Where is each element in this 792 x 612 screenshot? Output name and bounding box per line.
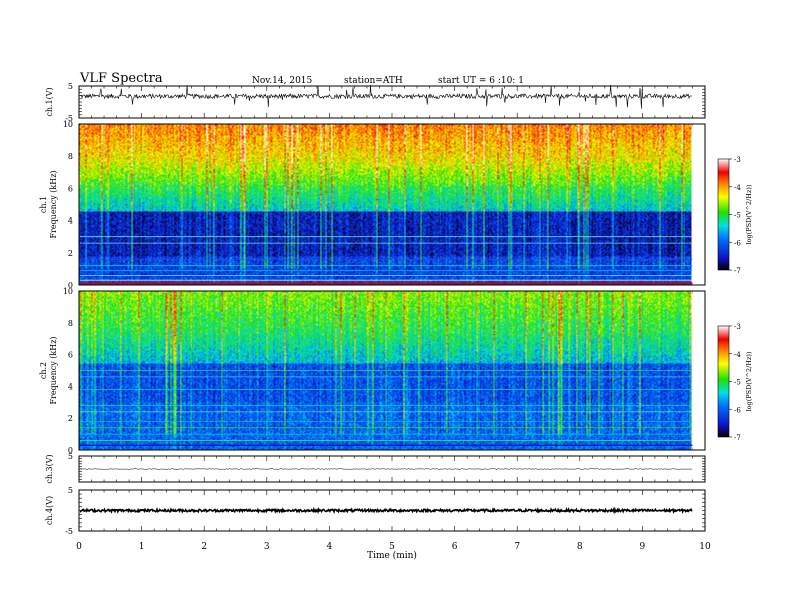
colorbar1-tick-label: -3 <box>734 156 741 164</box>
ch4-ytick-label: -5 <box>65 527 73 536</box>
ch4-ytick-label: 5 <box>68 486 73 495</box>
spec1-ytick-label: 10 <box>63 120 73 129</box>
ch3-waveform-panel: 5 ch.3(V) <box>45 452 706 484</box>
colorbar1-tick-label: -5 <box>734 212 741 220</box>
time-tick-label: 2 <box>201 542 207 552</box>
spec1-ytick-label: 2 <box>68 249 73 258</box>
spec1-ytick-label: 6 <box>68 184 73 193</box>
colorbar2-label: log(PSD(V^2/Hz)) <box>745 351 753 411</box>
date-label: Nov.14, 2015 <box>252 76 313 86</box>
time-tick-label: 8 <box>577 542 583 552</box>
colorbar-2: -3 -4 -5 -6 -7 log(PSD(V^2/Hz)) <box>717 323 753 442</box>
colorbar1-bar <box>717 158 730 271</box>
colorbar1-tick-label: -7 <box>734 267 741 275</box>
colorbar2-tick-label: -3 <box>734 323 741 331</box>
start-time-label: start UT = 6 :10: 1 <box>438 76 524 86</box>
time-tick-label: 10 <box>699 542 711 552</box>
ch1-waveform-panel: 5 -5 ch.1(V) <box>45 82 706 123</box>
spec2-ytick-label: 2 <box>68 414 73 423</box>
time-tick-label: 6 <box>452 542 458 552</box>
time-axis: 0 1 2 3 4 5 6 7 8 9 10 Time (min) <box>76 542 711 561</box>
spec2-ytick-label: 6 <box>68 351 73 360</box>
ch1-ylabel: ch.1(V) <box>45 87 54 116</box>
colorbar2-tick-label: -4 <box>734 351 741 359</box>
spec2-ytick-label: 8 <box>68 319 73 328</box>
spec2-nodata <box>692 291 705 450</box>
ch4-trace <box>79 506 693 515</box>
ch1-ytick-label: -5 <box>65 114 73 123</box>
colorbar2-tick-label: -5 <box>734 379 741 387</box>
time-axis-label: Time (min) <box>367 550 417 561</box>
spec1-ytick-label: 0 <box>68 281 73 290</box>
ch1-trace <box>79 84 692 109</box>
ch2-spectrogram-panel: 0 2 4 6 8 10 ch.2 Frequency (kHz) <box>39 287 706 455</box>
time-tick-label: 1 <box>139 542 145 552</box>
spec2-channel-label: ch.2 <box>39 362 48 379</box>
spec2-ytick-label: 10 <box>63 287 73 296</box>
colorbar1-tick-label: -4 <box>734 184 741 192</box>
station-label: station=ATH <box>344 76 403 86</box>
spec2-ytick-label: 0 <box>68 446 73 455</box>
ch1-spectrogram-panel: 0 2 4 6 8 10 ch.1 Frequency (kHz) <box>39 120 706 290</box>
time-tick-label: 0 <box>76 542 82 552</box>
ch3-ytick-label: 5 <box>68 452 73 461</box>
time-tick-label: 5 <box>389 542 395 552</box>
spec1-ytick-label: 4 <box>68 217 73 226</box>
colorbar2-tick-label: -7 <box>734 434 741 442</box>
spec2-ylabel: Frequency (kHz) <box>49 336 58 404</box>
time-tick-label: 9 <box>640 542 646 552</box>
colorbar-1: -3 -4 -5 -6 -7 log(PSD(V^2/Hz)) <box>717 156 753 275</box>
ch3-trace <box>79 468 693 470</box>
spec1-nodata <box>692 124 705 285</box>
time-tick-label: 3 <box>264 542 270 552</box>
spec1-ytick-label: 8 <box>68 152 73 161</box>
colorbar1-label: log(PSD(V^2/Hz)) <box>745 184 753 244</box>
ch1-ytick-label: 5 <box>68 82 73 91</box>
chart-title: VLF Spectra <box>80 71 163 86</box>
ch3-ylabel: ch.3(V) <box>45 454 54 483</box>
spec1-channel-label: ch.1 <box>39 196 48 213</box>
time-tick-label: 4 <box>327 542 333 552</box>
ch4-waveform-panel: 5 -5 ch.4(V) <box>45 486 706 536</box>
time-tick-label: 7 <box>514 542 520 552</box>
spec1-spectrogram-image <box>79 124 692 285</box>
colorbar2-bar <box>717 325 730 438</box>
colorbar1-tick-label: -6 <box>734 239 741 247</box>
ch4-ylabel: ch.4(V) <box>45 496 54 525</box>
spec1-ylabel: Frequency (kHz) <box>49 170 58 238</box>
colorbar2-tick-label: -6 <box>734 406 741 414</box>
spec2-ytick-label: 4 <box>68 382 73 391</box>
